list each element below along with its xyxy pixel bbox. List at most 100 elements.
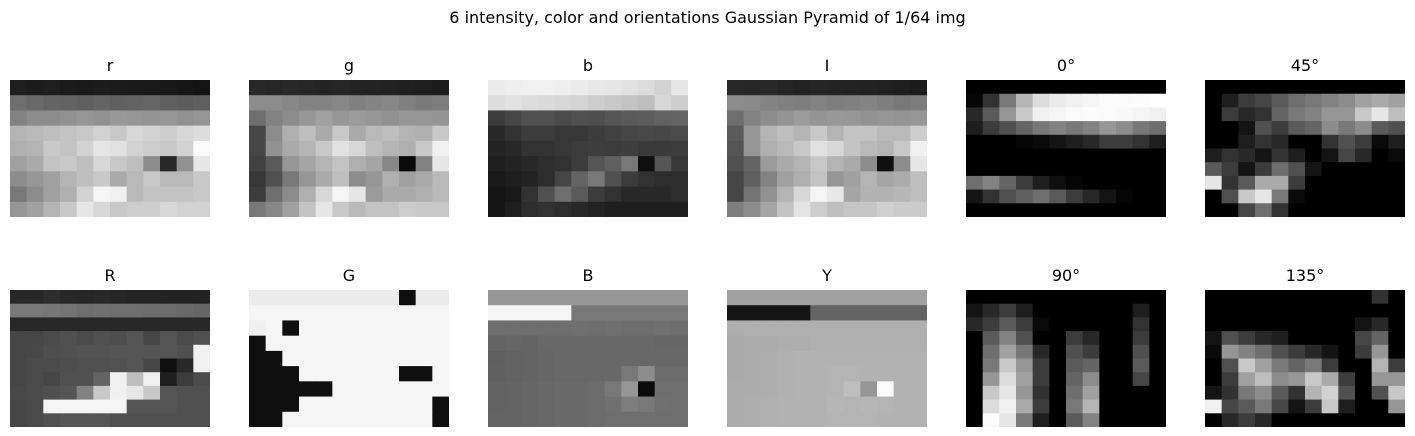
heatmap-cell — [1116, 331, 1134, 346]
heatmap-cell — [76, 372, 94, 387]
heatmap-cell — [654, 305, 672, 322]
heatmap-cell — [126, 317, 144, 332]
heatmap-cell — [982, 107, 1000, 122]
heatmap-cell — [43, 358, 61, 373]
heatmap-cell — [860, 80, 878, 96]
heatmap-cell — [1338, 358, 1356, 373]
heatmap-cell — [1132, 93, 1150, 108]
heatmap-cell — [60, 201, 78, 217]
heatmap-cell — [382, 95, 400, 112]
heatmap-cell — [126, 303, 144, 318]
heatmap-cell — [1338, 290, 1356, 305]
heatmap-cell — [143, 399, 161, 414]
heatmap-cell — [1338, 399, 1356, 414]
heatmap-cell — [332, 366, 350, 382]
heatmap-cell — [893, 125, 911, 142]
heatmap-cell — [26, 358, 44, 373]
heatmap-image — [727, 80, 927, 217]
heatmap-cell — [249, 320, 267, 337]
heatmap-cell — [654, 186, 672, 203]
heatmap-cell — [315, 201, 333, 217]
heatmap-cell — [893, 396, 911, 413]
heatmap-cell — [126, 171, 144, 188]
heatmap-cell — [76, 156, 94, 172]
heatmap-cell — [621, 171, 639, 188]
heatmap-cell — [126, 80, 144, 96]
heatmap-cell — [588, 305, 606, 322]
heatmap-cell — [982, 189, 1000, 204]
heatmap-cell — [810, 320, 828, 337]
heatmap-cell — [1149, 358, 1166, 373]
heatmap-image — [727, 290, 927, 427]
heatmap-cell — [588, 320, 606, 337]
heatmap-cell — [110, 80, 128, 96]
heatmap-cell — [538, 140, 556, 157]
heatmap-cell — [1149, 385, 1166, 401]
heatmap-cell — [488, 290, 506, 306]
heatmap-cell — [93, 413, 111, 427]
heatmap-cell — [299, 411, 317, 427]
heatmap-cell — [588, 110, 606, 127]
heatmap-cell — [249, 366, 267, 382]
heatmap-cell — [332, 171, 350, 188]
heatmap-cell — [399, 366, 417, 382]
heatmap-cell — [299, 320, 317, 337]
heatmap-cell — [299, 305, 317, 322]
heatmap-cell — [982, 331, 1000, 346]
heatmap-cell — [1238, 413, 1256, 427]
heatmap-cell — [1205, 413, 1223, 427]
heatmap-cell — [504, 140, 522, 157]
heatmap-cell — [1388, 331, 1405, 346]
heatmap-cell — [365, 411, 383, 427]
heatmap-cell — [349, 320, 367, 337]
heatmap-cell — [1388, 107, 1405, 122]
heatmap-cell — [1355, 80, 1373, 95]
heatmap-cell — [1321, 303, 1339, 318]
heatmap-cell — [743, 110, 761, 127]
heatmap-cell — [743, 305, 761, 322]
heatmap-cell — [777, 156, 795, 172]
heatmap-cell — [176, 171, 194, 188]
heatmap-cell — [827, 305, 845, 322]
heatmap-cell — [860, 201, 878, 217]
heatmap-cell — [415, 156, 433, 172]
heatmap-cell — [1205, 317, 1223, 332]
heatmap-cell — [777, 381, 795, 398]
heatmap-cell — [727, 381, 745, 398]
heatmap-cell — [793, 125, 811, 142]
heatmap-cell — [860, 125, 878, 142]
heatmap-cell — [193, 317, 210, 332]
heatmap-cell — [60, 110, 78, 127]
heatmap-cell — [1132, 385, 1150, 401]
heatmap-cell — [638, 140, 656, 157]
heatmap-cell — [160, 156, 178, 172]
heatmap-cell — [1205, 399, 1223, 414]
heatmap-image — [10, 290, 210, 427]
heatmap-cell — [382, 140, 400, 157]
heatmap-cell — [1116, 303, 1134, 318]
heatmap-cell — [1082, 372, 1100, 387]
heatmap-cell — [1149, 344, 1166, 360]
heatmap-cell — [521, 80, 539, 96]
heatmap-cell — [126, 186, 144, 203]
heatmap-cell — [571, 140, 589, 157]
heatmap-cell — [176, 358, 194, 373]
heatmap-cell — [1016, 80, 1034, 95]
heatmap-cell — [1288, 93, 1306, 108]
heatmap-cell — [315, 366, 333, 382]
heatmap-cell — [1016, 317, 1034, 332]
heatmap-cell — [249, 381, 267, 398]
heatmap-cell — [1305, 93, 1323, 108]
heatmap-cell — [1205, 358, 1223, 373]
heatmap-cell — [60, 156, 78, 172]
heatmap-cell — [488, 411, 506, 427]
heatmap-cell — [1288, 303, 1306, 318]
heatmap-cell — [76, 331, 94, 346]
heatmap-cell — [893, 320, 911, 337]
heatmap-cell — [432, 350, 449, 367]
heatmap-cell — [1255, 162, 1273, 177]
heatmap-cell — [299, 201, 317, 217]
heatmap-cell — [488, 80, 506, 96]
heatmap-cell — [760, 171, 778, 188]
heatmap-cell — [793, 140, 811, 157]
